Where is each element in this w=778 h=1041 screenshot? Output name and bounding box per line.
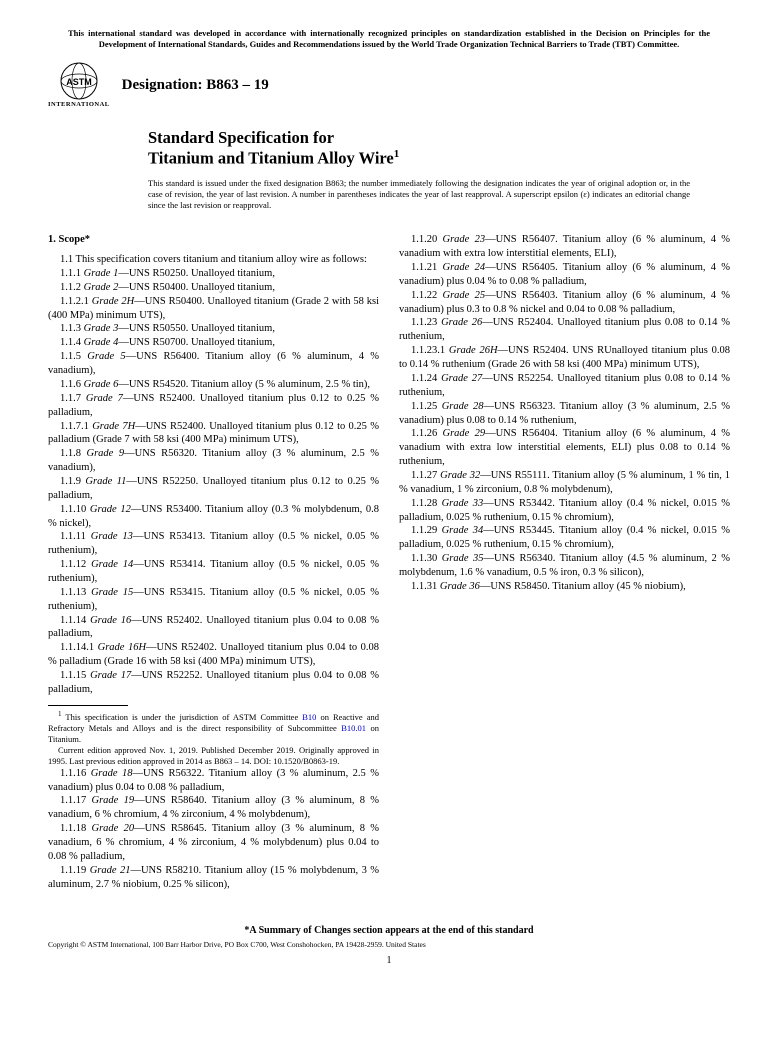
grade-clause: 1.1.25 Grade 28—UNS R56323. Titanium all… [399, 400, 730, 428]
grade-clause: 1.1.9 Grade 11—UNS R52250. Unalloyed tit… [48, 475, 379, 503]
grade-clause: 1.1.2 Grade 2—UNS R50400. Unalloyed tita… [48, 281, 379, 295]
summary-note: *A Summary of Changes section appears at… [48, 925, 730, 936]
grade-clause: 1.1.27 Grade 32—UNS R55111. Titanium all… [399, 469, 730, 497]
page-number: 1 [48, 955, 730, 966]
footnotes: 1 This specification is under the jurisd… [48, 710, 379, 767]
logo-sublabel: INTERNATIONAL [48, 101, 110, 108]
grades-list-col1: 1.1.1 Grade 1—UNS R50250. Unalloyed tita… [48, 267, 379, 697]
grade-clause: 1.1.7.1 Grade 7H—UNS R52400. Unalloyed t… [48, 420, 379, 448]
intro-clause: 1.1 This specification covers titanium a… [48, 253, 379, 267]
grade-clause: 1.1.26 Grade 29—UNS R56404. Titanium all… [399, 427, 730, 469]
copyright-line: Copyright © ASTM International, 100 Barr… [48, 940, 730, 949]
fn1-link-b10[interactable]: B10 [302, 712, 316, 722]
grade-clause: 1.1.23.1 Grade 26H—UNS R52404. UNS RUnal… [399, 344, 730, 372]
svg-text:ASTM: ASTM [66, 77, 92, 87]
grade-clause: 1.1.10 Grade 12—UNS R53400. Titanium all… [48, 503, 379, 531]
grade-clause: 1.1.17 Grade 19—UNS R58640. Titanium all… [48, 794, 379, 822]
title-main: Titanium and Titanium Alloy Wire [148, 148, 394, 167]
title-superscript: 1 [394, 148, 400, 160]
grade-clause: 1.1.30 Grade 35—UNS R56340. Titanium all… [399, 552, 730, 580]
grade-clause: 1.1.15 Grade 17—UNS R52252. Unalloyed ti… [48, 669, 379, 697]
title-pre: Standard Specification for [148, 128, 730, 148]
grade-clause: 1.1.12 Grade 14—UNS R53414. Titanium all… [48, 558, 379, 586]
fn1-a: This specification is under the jurisdic… [65, 712, 302, 722]
scope-heading: 1. Scope* [48, 233, 379, 247]
grade-clause: 1.1.24 Grade 27—UNS R52254. Unalloyed ti… [399, 372, 730, 400]
footnote-rule [48, 705, 128, 706]
grade-clause: 1.1.13 Grade 15—UNS R53415. Titanium all… [48, 586, 379, 614]
grade-clause: 1.1.19 Grade 21—UNS R58210. Titanium all… [48, 864, 379, 892]
header-notice: This international standard was develope… [48, 28, 730, 50]
grade-clause: 1.1.28 Grade 33—UNS R53442. Titanium all… [399, 497, 730, 525]
grade-clause: 1.1.1 Grade 1—UNS R50250. Unalloyed tita… [48, 267, 379, 281]
designation-row: ASTM INTERNATIONAL Designation: B863 – 1… [48, 62, 730, 108]
title-block: Standard Specification for Titanium and … [148, 128, 730, 168]
grade-clause: 1.1.5 Grade 5—UNS R56400. Titanium alloy… [48, 350, 379, 378]
footnote-2: Current edition approved Nov. 1, 2019. P… [48, 745, 379, 767]
grade-clause: 1.1.4 Grade 4—UNS R50700. Unalloyed tita… [48, 336, 379, 350]
title-main-line: Titanium and Titanium Alloy Wire1 [148, 148, 730, 168]
footnote-1: 1 This specification is under the jurisd… [48, 710, 379, 745]
grade-clause: 1.1.14.1 Grade 16H—UNS R52402. Unalloyed… [48, 641, 379, 669]
grade-clause: 1.1.18 Grade 20—UNS R58645. Titanium all… [48, 822, 379, 864]
body-columns: 1. Scope* 1.1 This specification covers … [48, 233, 730, 913]
fn1-link-b1001[interactable]: B10.01 [341, 723, 366, 733]
grade-clause: 1.1.11 Grade 13—UNS R53413. Titanium all… [48, 530, 379, 558]
grade-clause: 1.1.21 Grade 24—UNS R56405. Titanium all… [399, 261, 730, 289]
grade-clause: 1.1.2.1 Grade 2H—UNS R50400. Unalloyed t… [48, 295, 379, 323]
grade-clause: 1.1.16 Grade 18—UNS R56322. Titanium all… [48, 767, 379, 795]
grade-clause: 1.1.29 Grade 34—UNS R53445. Titanium all… [399, 524, 730, 552]
grade-clause: 1.1.23 Grade 26—UNS R52404. Unalloyed ti… [399, 316, 730, 344]
designation-label: Designation: B863 – 19 [122, 77, 269, 94]
grade-clause: 1.1.14 Grade 16—UNS R52402. Unalloyed ti… [48, 614, 379, 642]
grade-clause: 1.1.3 Grade 3—UNS R50550. Unalloyed tita… [48, 322, 379, 336]
grade-clause: 1.1.22 Grade 25—UNS R56403. Titanium all… [399, 289, 730, 317]
issuance-note: This standard is issued under the fixed … [148, 178, 690, 211]
grade-clause: 1.1.7 Grade 7—UNS R52400. Unalloyed tita… [48, 392, 379, 420]
grade-clause: 1.1.6 Grade 6—UNS R54520. Titanium alloy… [48, 378, 379, 392]
astm-logo-icon: ASTM [58, 62, 100, 100]
grade-clause: 1.1.20 Grade 23—UNS R56407. Titanium all… [399, 233, 730, 261]
grade-clause: 1.1.31 Grade 36—UNS R58450. Titanium all… [399, 580, 730, 594]
grade-clause: 1.1.8 Grade 9—UNS R56320. Titanium alloy… [48, 447, 379, 475]
astm-logo: ASTM INTERNATIONAL [48, 62, 110, 108]
